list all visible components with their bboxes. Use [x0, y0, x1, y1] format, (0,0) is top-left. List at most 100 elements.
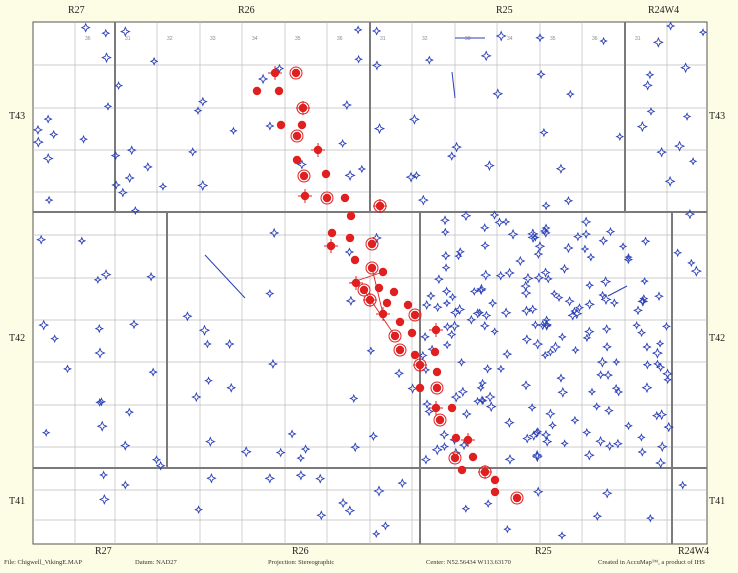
well-star-icon	[674, 140, 686, 152]
well-star-icon	[457, 386, 469, 397]
well-symbol	[101, 52, 112, 63]
well-star-icon	[688, 157, 698, 166]
highlighted-well	[289, 66, 303, 80]
well-symbol	[541, 201, 551, 211]
red-well-dot	[297, 120, 307, 130]
well-star-icon	[598, 235, 609, 246]
well-symbol	[609, 298, 620, 308]
well-star-icon	[656, 441, 668, 453]
well-symbol	[503, 525, 512, 534]
well-symbol	[420, 331, 430, 342]
well-star-icon	[94, 347, 106, 359]
well-star-icon	[344, 247, 355, 257]
well-symbol	[522, 433, 533, 444]
well-symbol	[446, 329, 457, 340]
well-symbol	[592, 511, 603, 522]
well-symbol	[665, 21, 676, 31]
well-symbol	[687, 258, 696, 268]
well-star-icon	[155, 460, 166, 471]
well-symbol	[344, 505, 356, 516]
well-symbol	[599, 36, 608, 46]
highlighted-wells	[252, 66, 524, 505]
well-star-icon	[504, 267, 515, 279]
well-star-icon	[534, 240, 546, 252]
well-symbol	[158, 182, 168, 191]
well-symbol	[188, 147, 198, 157]
well-symbol	[480, 50, 492, 62]
red-connector	[371, 267, 384, 315]
well-star-icon	[349, 393, 359, 403]
well-symbol	[557, 332, 567, 342]
well-symbol	[475, 308, 484, 317]
well-symbol	[663, 421, 674, 433]
well-symbol	[545, 347, 555, 357]
well-symbol	[96, 397, 107, 407]
well-star-icon	[450, 391, 462, 403]
well-symbol	[204, 376, 213, 385]
well-symbol	[522, 272, 534, 284]
well-star-icon	[615, 132, 625, 141]
red-well-dot	[407, 328, 417, 338]
well-symbol	[155, 460, 166, 471]
well-star-icon	[490, 327, 499, 336]
highlighted-well	[451, 433, 461, 443]
red-well-ring	[289, 66, 303, 80]
well-symbol	[426, 291, 436, 301]
well-star-icon	[480, 269, 492, 281]
well-symbol	[349, 393, 359, 403]
well-connector	[451, 71, 456, 99]
red-well-ring	[365, 237, 379, 251]
well-symbol	[571, 345, 580, 355]
well-star-icon	[481, 310, 492, 321]
well-star-icon	[146, 271, 156, 282]
well-symbol	[488, 298, 498, 308]
well-symbol	[584, 299, 595, 310]
well-star-icon	[655, 339, 665, 348]
well-star-icon	[584, 299, 595, 310]
highlighted-well	[433, 413, 447, 427]
well-star-icon	[420, 331, 430, 342]
well-star-icon	[527, 231, 539, 243]
well-star-icon	[344, 169, 356, 181]
well-star-icon	[441, 286, 452, 297]
highlighted-well	[321, 169, 331, 179]
well-symbol	[38, 319, 50, 331]
well-symbol	[373, 485, 385, 497]
well-symbol	[124, 407, 134, 417]
well-star-icon	[580, 244, 590, 254]
red-well-dot	[322, 193, 332, 203]
red-well-dot	[447, 403, 457, 413]
well-star-icon	[580, 216, 592, 228]
well-symbol	[417, 194, 429, 206]
well-symbol	[585, 280, 595, 290]
highlighted-well	[373, 199, 387, 213]
well-star-icon	[461, 504, 471, 513]
well-star-icon	[555, 163, 567, 174]
well-symbol	[110, 150, 121, 161]
well-star-icon	[600, 293, 612, 305]
red-well-ring	[290, 129, 304, 143]
well-symbol	[661, 321, 671, 331]
well-symbol	[337, 497, 349, 509]
well-star-icon	[665, 21, 676, 31]
well-symbol	[441, 263, 451, 272]
red-well-dot	[382, 298, 392, 308]
red-well-dot	[512, 493, 522, 503]
well-symbol	[114, 81, 123, 90]
well-symbol	[79, 134, 88, 144]
well-star-icon	[541, 201, 551, 211]
well-symbol	[582, 333, 592, 343]
township-label-left: T43	[9, 111, 26, 122]
well-symbol	[502, 349, 513, 360]
well-symbol	[63, 364, 72, 374]
well-symbol	[405, 171, 417, 183]
well-star-icon	[636, 121, 648, 133]
well-symbol	[527, 231, 539, 243]
well-symbol	[655, 457, 667, 469]
well-symbol	[563, 242, 574, 254]
township-label-right: T42	[709, 333, 726, 344]
well-symbol	[357, 164, 367, 174]
well-star-icon	[540, 429, 552, 441]
well-symbol	[641, 382, 653, 394]
